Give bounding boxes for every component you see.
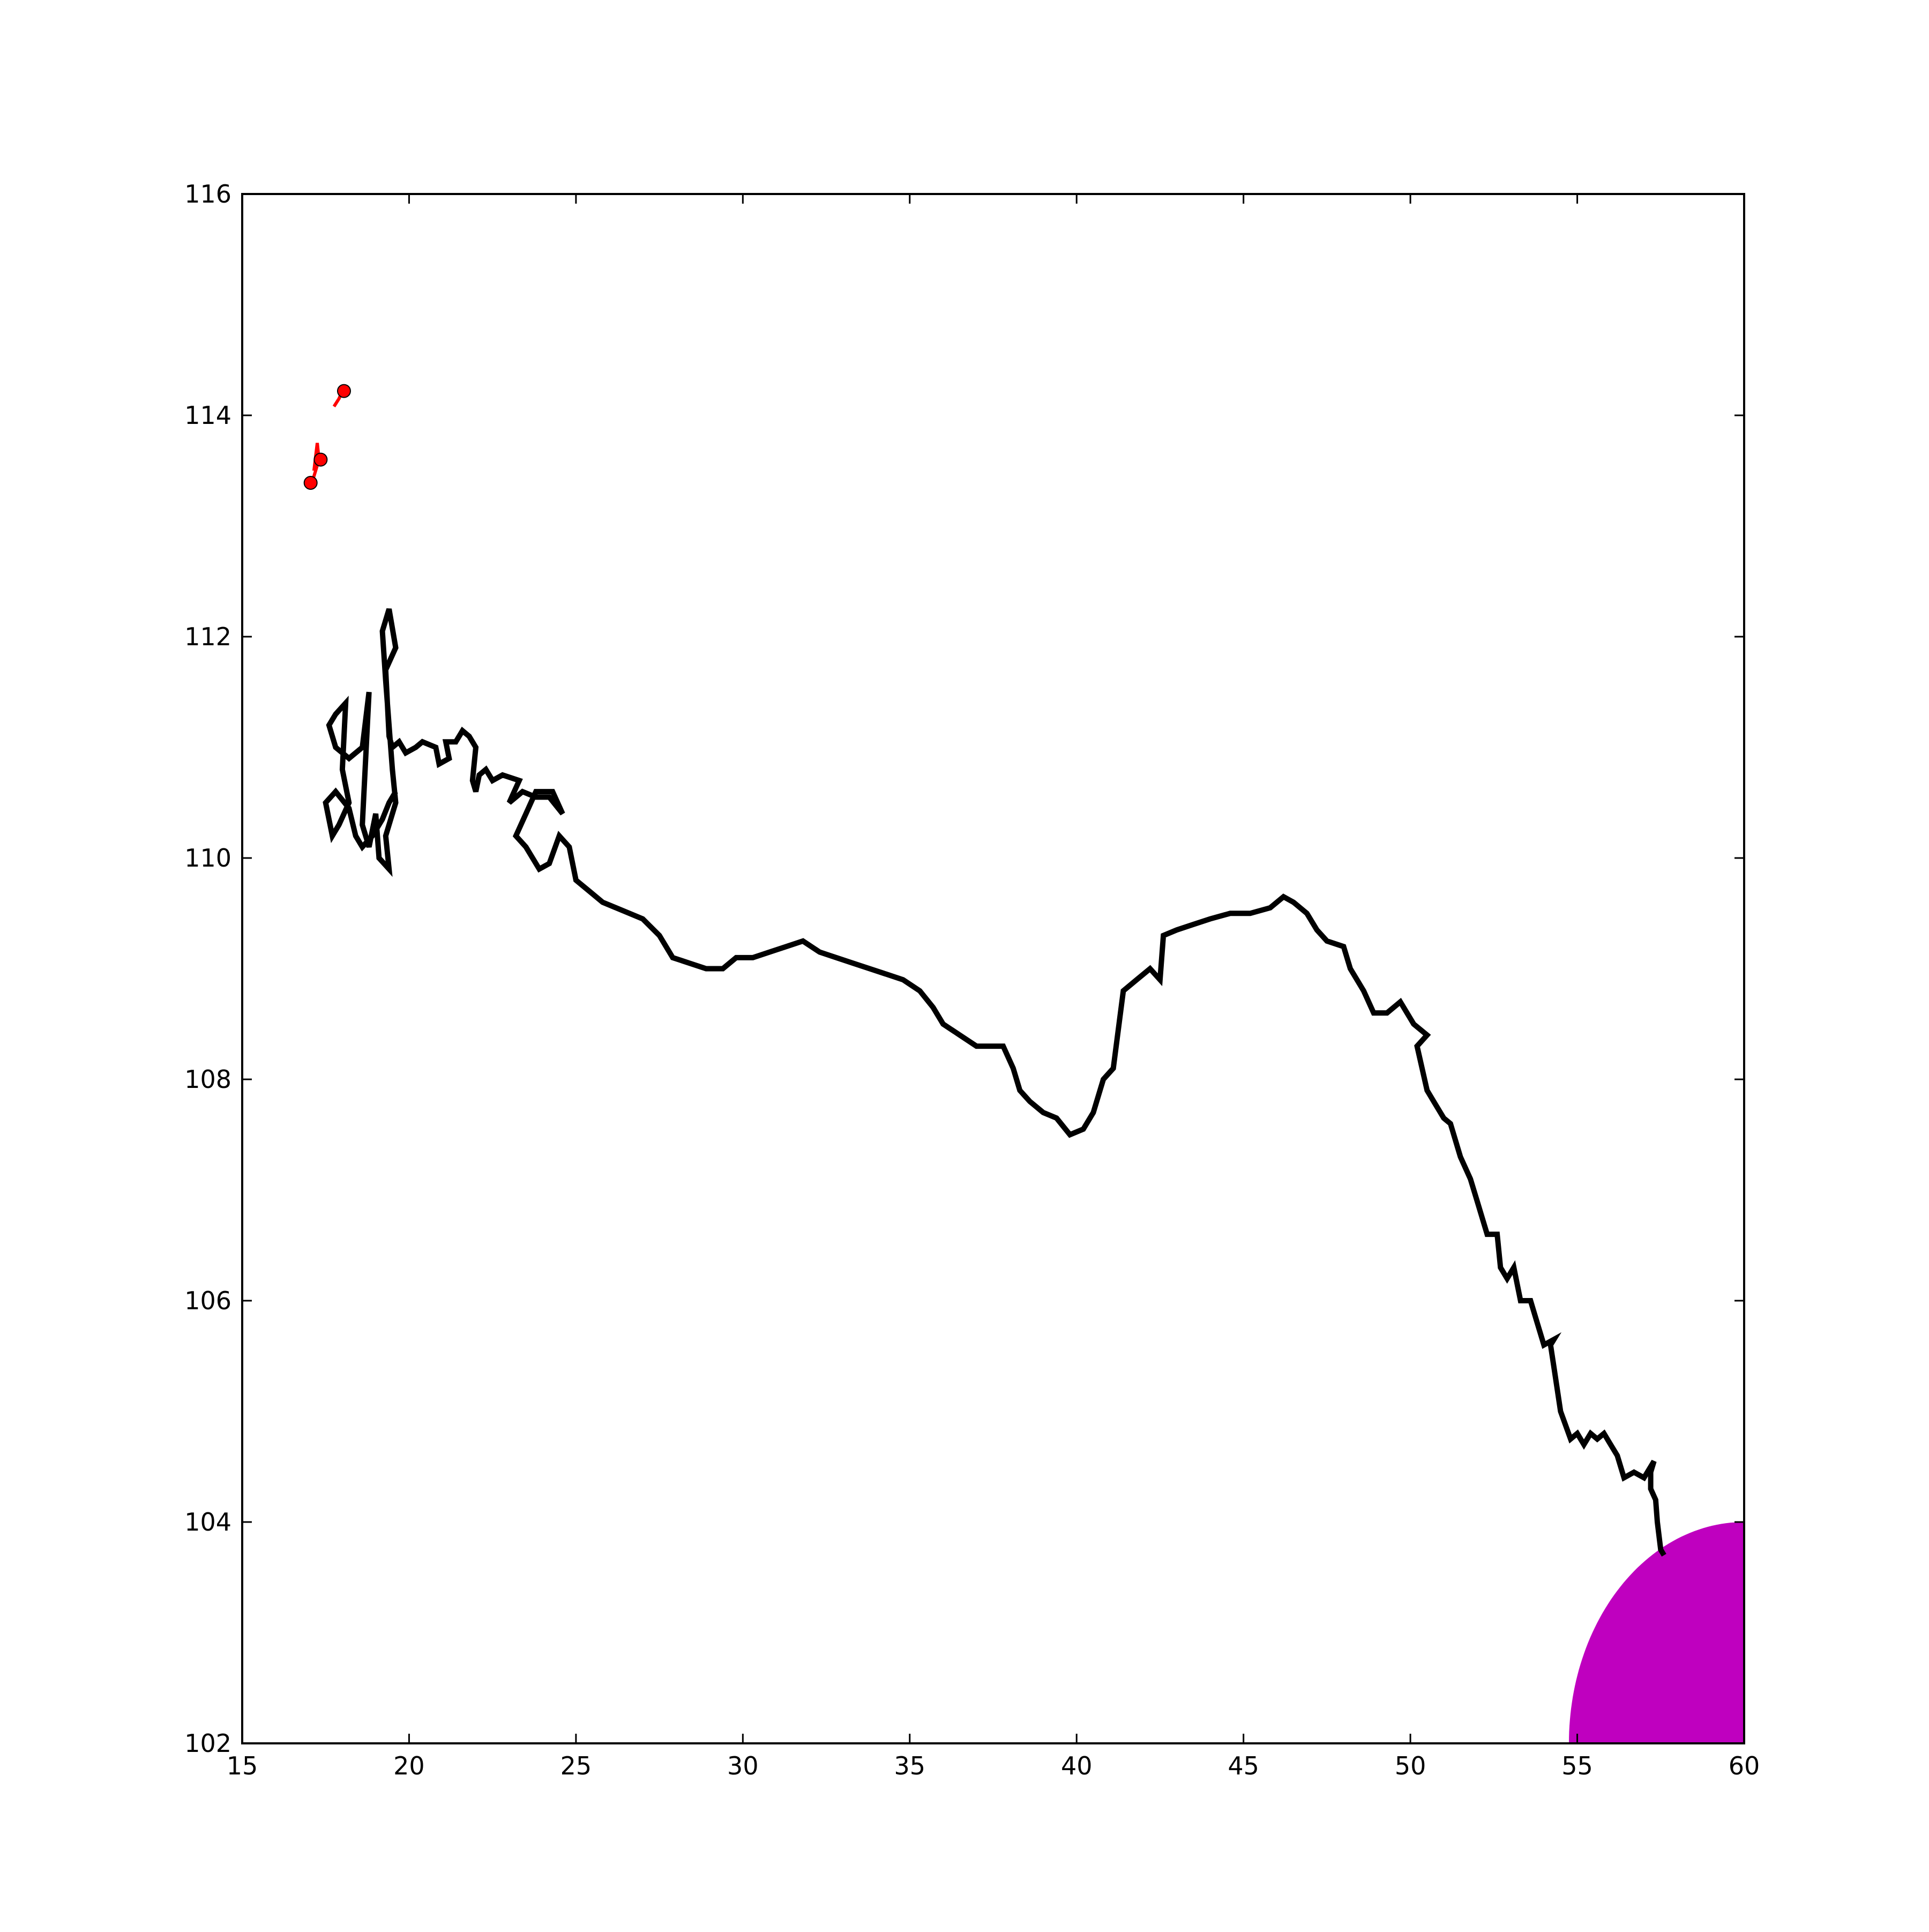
y-tick-label: 116	[184, 180, 231, 208]
point-marker-1	[313, 452, 328, 467]
y-tick-label: 108	[184, 1065, 231, 1094]
plot-frame	[241, 193, 1745, 1744]
x-tick-label: 50	[1395, 1751, 1426, 1780]
x-tick-label: 45	[1228, 1751, 1259, 1780]
y-tick-label: 114	[184, 401, 231, 430]
x-tick-label: 40	[1061, 1751, 1093, 1780]
y-tick-label: 106	[184, 1286, 231, 1315]
y-tick-label: 104	[184, 1508, 231, 1536]
y-tick-label: 112	[184, 622, 231, 651]
y-tick-label: 110	[184, 844, 231, 872]
point-marker-0	[303, 475, 318, 490]
point-marker-2	[337, 384, 351, 398]
series-line-0	[323, 608, 1666, 1557]
x-tick-label: 60	[1729, 1751, 1760, 1780]
x-tick-label: 35	[894, 1751, 926, 1780]
x-tick-label: 25	[560, 1751, 592, 1780]
x-tick-label: 55	[1561, 1751, 1593, 1780]
x-tick-label: 15	[227, 1751, 258, 1780]
y-tick-label: 102	[184, 1729, 231, 1758]
x-tick-label: 30	[727, 1751, 759, 1780]
filled-region	[1569, 1522, 1744, 1743]
x-tick-label: 20	[393, 1751, 425, 1780]
